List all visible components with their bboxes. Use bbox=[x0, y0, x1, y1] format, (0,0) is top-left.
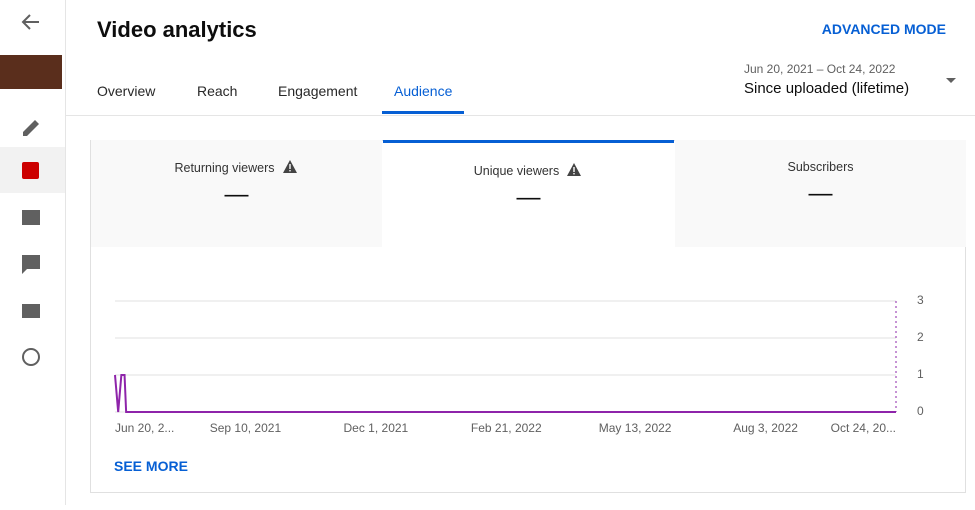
copyright-icon[interactable] bbox=[22, 348, 40, 366]
divider bbox=[66, 115, 975, 116]
editor-icon[interactable] bbox=[22, 210, 40, 225]
sidebar-icons bbox=[0, 14, 65, 366]
tab[interactable]: Audience bbox=[394, 83, 453, 99]
metric-value: — bbox=[224, 181, 249, 208]
comments-icon[interactable] bbox=[22, 255, 40, 274]
date-range: Jun 20, 2021 – Oct 24, 2022 bbox=[744, 62, 896, 76]
tab[interactable]: Reach bbox=[197, 83, 238, 99]
metric-label: Subscribers bbox=[787, 160, 854, 174]
metric-label: Unique viewers bbox=[473, 164, 560, 178]
metric-value: — bbox=[516, 184, 541, 211]
tab-underline bbox=[382, 111, 464, 114]
warning-icon bbox=[567, 163, 582, 176]
tab[interactable]: Engagement bbox=[278, 83, 358, 99]
tab[interactable]: Overview bbox=[97, 83, 156, 99]
advanced-mode[interactable]: ADVANCED MODE bbox=[821, 21, 946, 37]
thumbnail[interactable] bbox=[0, 55, 62, 89]
analytics-icon[interactable] bbox=[22, 162, 39, 179]
see-more[interactable]: SEE MORE bbox=[114, 458, 188, 474]
back-icon[interactable] bbox=[21, 14, 39, 30]
metric-name: Subscribers bbox=[675, 160, 966, 174]
sidebar bbox=[0, 0, 66, 505]
warning-icon bbox=[282, 160, 297, 173]
range-label[interactable]: Since uploaded (lifetime) bbox=[744, 80, 910, 97]
subtitles-icon[interactable] bbox=[22, 304, 40, 318]
metric-card[interactable]: Unique viewers — bbox=[383, 140, 674, 247]
metric-card[interactable]: Subscribers — bbox=[675, 140, 966, 247]
metric-value: — bbox=[808, 180, 833, 207]
metric-card[interactable]: Returning viewers — bbox=[91, 140, 382, 247]
edit-icon[interactable] bbox=[23, 120, 39, 136]
metric-name: Unique viewers bbox=[383, 163, 674, 178]
metric-name: Returning viewers bbox=[91, 160, 382, 175]
page-title: Video analytics bbox=[97, 17, 257, 42]
metric-label: Returning viewers bbox=[174, 161, 275, 175]
dropdown-arrow[interactable] bbox=[944, 76, 958, 86]
